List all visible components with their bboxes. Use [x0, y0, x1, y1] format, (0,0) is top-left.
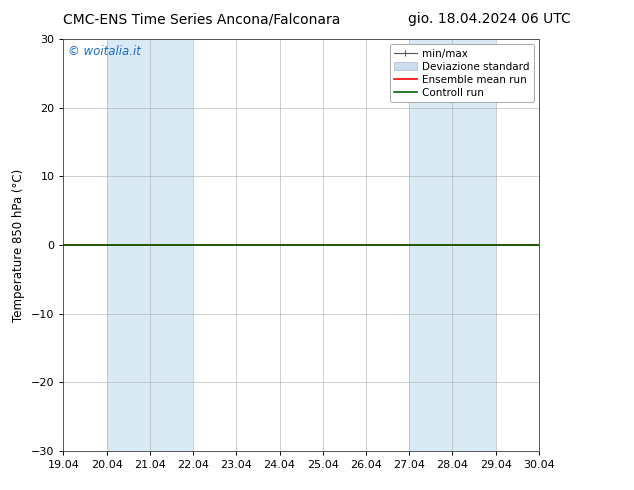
Text: © woitalia.it: © woitalia.it [68, 46, 141, 58]
Legend: min/max, Deviazione standard, Ensemble mean run, Controll run: min/max, Deviazione standard, Ensemble m… [390, 45, 534, 102]
Text: CMC-ENS Time Series Ancona/Falconara: CMC-ENS Time Series Ancona/Falconara [63, 12, 341, 26]
Y-axis label: Temperature 850 hPa (°C): Temperature 850 hPa (°C) [12, 169, 25, 321]
Text: gio. 18.04.2024 06 UTC: gio. 18.04.2024 06 UTC [408, 12, 571, 26]
Bar [409, 39, 496, 451]
Bar [107, 39, 193, 451]
